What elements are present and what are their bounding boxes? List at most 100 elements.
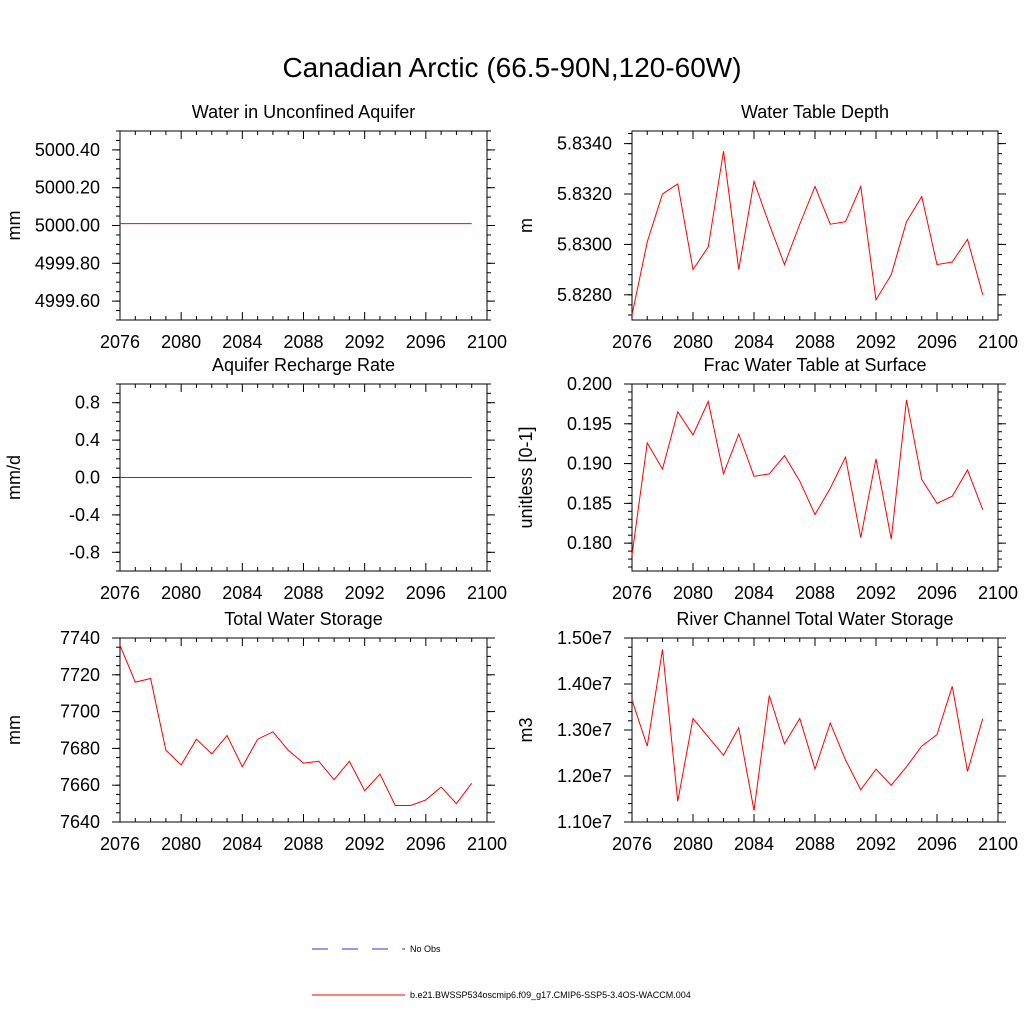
panel-title: Water Table Depth [741,102,889,122]
x-tick-label: 2084 [734,834,774,854]
x-tick-label: 2080 [161,583,201,603]
y-tick-label: 4999.60 [35,291,100,311]
y-tick-label: 0.8 [75,393,100,413]
legend-label-1: No Obs [410,944,441,954]
x-tick-label: 2096 [406,834,446,854]
x-tick-label: 2076 [100,332,140,352]
y-tick-label: 0.180 [567,533,612,553]
x-tick-label: 2080 [673,332,713,352]
x-tick-label: 2092 [345,834,385,854]
y-tick-label: 7660 [60,775,100,795]
x-tick-label: 2084 [222,332,262,352]
y-tick-label: 5000.40 [35,140,100,160]
x-tick-label: 2088 [795,834,835,854]
x-tick-label: 2096 [406,332,446,352]
figure-title: Canadian Arctic (66.5-90N,120-60W) [282,52,742,83]
x-tick-label: 2088 [795,332,835,352]
chart-panel-1: Water in Unconfined Aquifer mm 2076 2080 208… [4,102,507,352]
y-axis-label: mm [4,211,24,241]
x-tick-label: 2084 [734,332,774,352]
y-tick-label: 0.0 [75,468,100,488]
chart-panel-6: River Channel Total Water Storage m3 2076 2… [516,609,1018,854]
x-tick-label: 2096 [406,583,446,603]
y-tick-label: 5.8340 [557,134,612,154]
legend-label-2: b.e21.BWSSP534oscmip6.f09_g17.CMIP6-SSP5… [410,990,691,1000]
plot-frame [631,637,999,823]
x-tick-label: 2100 [978,834,1018,854]
chart-panel-4: Frac Water Table at Surface unitless [0-1… [516,355,1018,603]
x-tick-label: 2096 [917,834,957,854]
y-tick-label: 7740 [60,628,100,648]
x-tick-label: 2096 [917,583,957,603]
x-tick-label: 2076 [612,583,652,603]
y-tick-label: 1.10e7 [557,812,612,832]
y-tick-label: 7700 [60,702,100,722]
y-tick-label: 5.8320 [557,184,612,204]
x-tick-label: 2100 [467,332,507,352]
plot-frame [631,383,999,572]
x-tick-label: 2100 [978,583,1018,603]
x-tick-label: 2076 [100,834,140,854]
x-tick-label: 2080 [161,834,201,854]
plot-frame [119,130,488,321]
y-tick-label: 5000.00 [35,216,100,236]
x-tick-label: 2080 [673,834,713,854]
y-tick-label: -0.4 [69,505,100,525]
y-tick-label: 5.8280 [557,285,612,305]
panel-title: Water in Unconfined Aquifer [192,102,415,122]
panel-title: Frac Water Table at Surface [703,355,926,375]
y-tick-label: 5000.20 [35,178,100,198]
x-tick-label: 2092 [856,583,896,603]
x-tick-label: 2092 [345,583,385,603]
chart-panel-3: Aquifer Recharge Rate mm/d 2076 2080 2084 208… [4,355,507,603]
y-tick-label: 1.20e7 [557,766,612,786]
y-tick-label: 7680 [60,738,100,758]
x-tick-label: 2096 [917,332,957,352]
chart-panel-2: Water Table Depth m 2076 2080 2084 2088 2092 20… [516,102,1018,352]
legend: No Obs b.e21.BWSSP534oscmip6.f09_g17.CMIP… [312,944,691,1000]
x-tick-label: 2100 [978,332,1018,352]
y-tick-label: -0.8 [69,542,100,562]
x-tick-label: 2084 [734,583,774,603]
y-axis-label: mm [4,715,24,745]
x-tick-label: 2088 [283,583,323,603]
x-tick-label: 2080 [673,583,713,603]
x-tick-label: 2100 [467,834,507,854]
panel-title: River Channel Total Water Storage [676,609,953,629]
x-tick-label: 2080 [161,332,201,352]
x-tick-label: 2084 [222,583,262,603]
y-tick-label: 0.200 [567,374,612,394]
y-tick-label: 7640 [60,812,100,832]
y-tick-label: 0.195 [567,414,612,434]
chart-panel-5: Total Water Storage mm 2076 2080 2084 2088 209… [4,609,507,854]
x-tick-label: 2088 [283,834,323,854]
x-tick-label: 2084 [222,834,262,854]
series-line [631,151,984,316]
y-tick-label: 0.185 [567,493,612,513]
x-tick-label: 2092 [856,332,896,352]
y-axis-label: unitless [0-1] [516,426,536,528]
y-tick-label: 1.40e7 [557,674,612,694]
x-tick-label: 2088 [795,583,835,603]
y-tick-label: 1.30e7 [557,720,612,740]
series-line [119,645,473,806]
y-tick-label: 7720 [60,665,100,685]
x-tick-label: 2076 [612,834,652,854]
x-tick-label: 2100 [467,583,507,603]
x-tick-label: 2076 [100,583,140,603]
y-tick-label: 5.8300 [557,234,612,254]
x-tick-label: 2088 [283,332,323,352]
plot-frame [631,130,999,321]
series-line [631,399,984,556]
y-tick-label: 4999.80 [35,253,100,273]
series-line [631,649,984,811]
panel-title: Aquifer Recharge Rate [212,355,395,375]
y-tick-label: 0.190 [567,454,612,474]
x-tick-label: 2076 [612,332,652,352]
y-axis-label: m3 [516,717,536,742]
y-tick-label: 1.50e7 [557,628,612,648]
x-tick-label: 2092 [345,332,385,352]
panel-title: Total Water Storage [224,609,382,629]
y-axis-label: m [516,218,536,233]
